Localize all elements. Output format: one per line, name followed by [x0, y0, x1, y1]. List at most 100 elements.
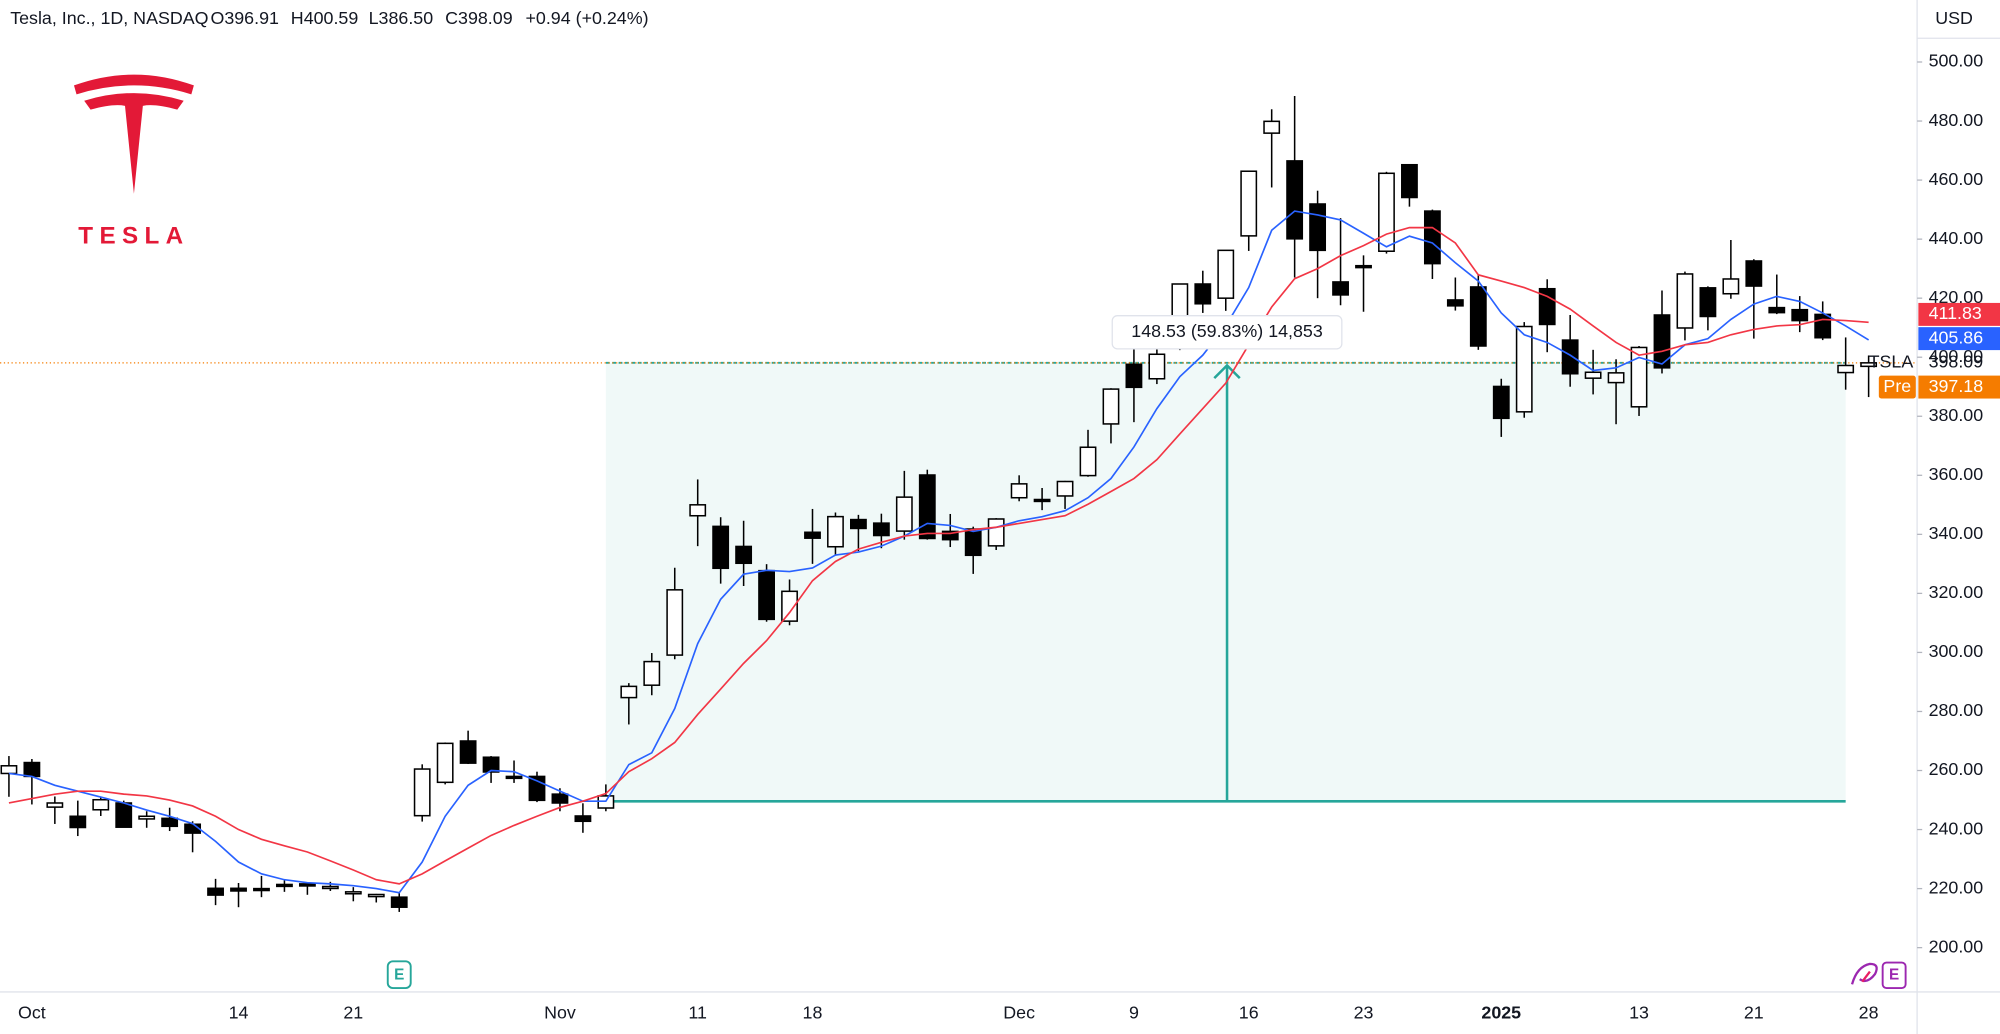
candle-body: [1653, 314, 1671, 369]
candle-body: [689, 504, 707, 517]
ma-slow-tag: 411.83: [1929, 303, 1982, 323]
x-tick-label: Dec: [1003, 1002, 1035, 1022]
candle-body: [1355, 264, 1372, 269]
candle-body: [1263, 120, 1281, 134]
x-tick-label: 2025: [1481, 1002, 1521, 1022]
candle-body: [712, 525, 730, 570]
toolbar-icons[interactable]: E: [1850, 961, 1907, 990]
candle-body: [276, 883, 293, 888]
candle-body: [413, 768, 431, 817]
candle-body: [1033, 498, 1051, 503]
candle-body: [344, 891, 362, 895]
candle-body: [46, 802, 64, 808]
candle-body: [1194, 283, 1212, 305]
x-tick-label: 11: [688, 1002, 707, 1022]
y-tick-label: 440.00: [1929, 228, 1984, 248]
moving-average: [8, 210, 1870, 894]
candle-body: [1791, 308, 1809, 322]
candle-body: [1745, 260, 1763, 287]
candle-body: [482, 756, 500, 773]
x-tick-label: 14: [229, 1002, 249, 1022]
last-price-tag: 398.09: [1929, 352, 1984, 372]
measure-label: 148.53 (59.83%) 14,853: [1131, 321, 1323, 341]
bolt-icon[interactable]: [1850, 962, 1878, 985]
currency-label[interactable]: USD: [1935, 8, 1973, 28]
premarket-price-tag-bg: [1918, 375, 2000, 399]
x-tick-label: 9: [1129, 1002, 1139, 1022]
y-tick-label: 260.00: [1929, 759, 1984, 779]
candle-body: [1217, 249, 1235, 299]
symbol-tag: TSLA: [1869, 352, 1914, 372]
y-tick-label: 340.00: [1929, 523, 1984, 543]
x-tick-label: 28: [1859, 1002, 1879, 1022]
candle-body: [1492, 385, 1510, 420]
axis-layer: 200.00 220.00 240.00 260.00 280.00 300.00 320.…: [18, 51, 2000, 1022]
earnings-badge[interactable]: [386, 960, 412, 990]
candle-body: [758, 569, 775, 621]
earnings-marker[interactable]: E: [386, 960, 412, 990]
candle-body: [505, 775, 523, 780]
candle-body: [1401, 163, 1418, 199]
candle-body: [1469, 286, 1487, 347]
candle-body: [1010, 483, 1028, 499]
candle-body: [1607, 372, 1625, 384]
candle-body: [827, 515, 844, 548]
candle-body: [1722, 278, 1740, 295]
candle-body: [1446, 299, 1464, 307]
y-tick-label: 320.00: [1929, 582, 1984, 602]
y-tick-label: 220.00: [1929, 877, 1984, 897]
candle-body: [895, 496, 913, 532]
x-tick-label: 16: [1239, 1002, 1259, 1022]
candle-body: [872, 522, 890, 537]
candle-body: [253, 887, 270, 892]
candle-body: [1125, 363, 1143, 389]
ma-fast-tag: 405.86: [1929, 327, 1984, 347]
logo-t: [84, 93, 184, 194]
candle-body: [1630, 346, 1648, 408]
candle-body: [941, 530, 959, 541]
y-tick-label: 500.00: [1929, 51, 1984, 71]
y-tick-label: 200.00: [1929, 936, 1984, 956]
x-tick-label: 18: [803, 1002, 823, 1022]
candle-body: [321, 885, 339, 890]
candle-body: [1148, 353, 1166, 380]
y-tick-label: 300.00: [1929, 641, 1984, 661]
logo-arc: [73, 74, 194, 95]
candle-body: [1423, 210, 1441, 265]
candle-body: [138, 815, 156, 820]
x-tick-label: 21: [343, 1002, 363, 1022]
x-tick-label: 13: [1629, 1002, 1649, 1022]
candle-body: [964, 528, 982, 557]
x-tick-label: Nov: [544, 1002, 576, 1022]
candle-body: [23, 761, 41, 778]
ohlc-open: O396.91: [210, 8, 279, 28]
candle-body: [161, 817, 179, 828]
ohlc-high: H400.59: [291, 8, 359, 28]
candle-body: [1056, 480, 1074, 497]
candle-body: [390, 896, 408, 908]
events-label[interactable]: E: [1889, 966, 1899, 983]
candle-body: [1584, 371, 1602, 379]
candle-body: [230, 887, 247, 892]
candle-body: [574, 815, 592, 823]
candle-body: [1332, 281, 1349, 296]
candle-body: [207, 887, 224, 896]
candle-body: [987, 518, 1005, 547]
premarket-price-tag: 397.18: [1929, 376, 1984, 396]
symbol-info[interactable]: Tesla, Inc., 1D, NASDAQ: [10, 8, 208, 28]
earnings-label[interactable]: E: [394, 966, 404, 983]
premarket-label: Pre: [1883, 376, 1911, 396]
candle-body: [666, 589, 684, 656]
candle-body: [1309, 203, 1327, 252]
events-badge[interactable]: [1881, 961, 1907, 990]
candle-body: [1676, 273, 1694, 329]
candle-body: [620, 685, 638, 699]
y-tick-label: 280.00: [1929, 700, 1984, 720]
y-tick-label: 420.00: [1929, 287, 1984, 307]
y-tick-label: 240.00: [1929, 818, 1984, 838]
bolt-icon-accent: [1861, 970, 1871, 983]
x-tick-label: 21: [1744, 1002, 1764, 1022]
candle-body: [298, 883, 316, 887]
